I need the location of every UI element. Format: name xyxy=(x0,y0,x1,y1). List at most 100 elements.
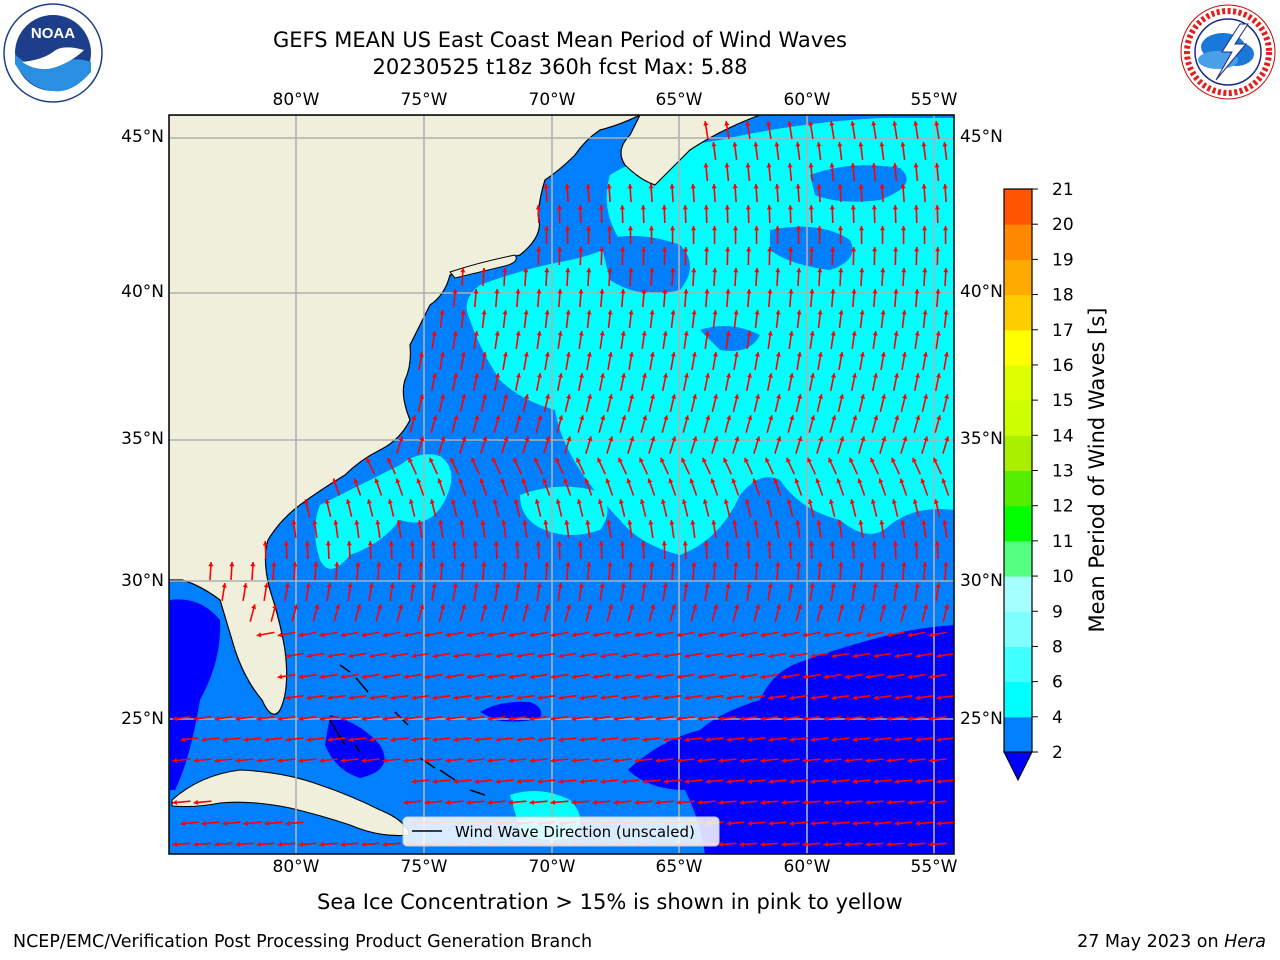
wind-wave-arrow xyxy=(619,204,625,224)
wind-wave-arrow xyxy=(747,694,766,701)
wind-wave-arrow xyxy=(417,436,425,454)
wind-wave-arrow xyxy=(817,310,823,328)
wind-wave-arrow xyxy=(438,394,446,412)
wind-wave-arrow xyxy=(880,561,886,581)
lat-tick-left: 25°N xyxy=(121,709,164,729)
wind-wave-arrow xyxy=(409,540,415,560)
wind-wave-arrow xyxy=(836,478,845,496)
wind-wave-arrow xyxy=(466,631,485,638)
colorbar-under-extension xyxy=(1003,751,1033,782)
wind-wave-arrow xyxy=(639,499,647,517)
wind-wave-arrow xyxy=(571,716,590,722)
wind-wave-arrow xyxy=(598,373,605,391)
wind-wave-arrow xyxy=(291,519,297,539)
wind-wave-arrow xyxy=(823,673,842,680)
wind-wave-arrow xyxy=(642,778,661,785)
wind-wave-arrow xyxy=(703,415,711,433)
wind-wave-arrow xyxy=(873,820,892,826)
wind-wave-arrow xyxy=(689,478,698,496)
colorbar-bin xyxy=(1004,646,1032,683)
wind-wave-arrow xyxy=(921,604,929,622)
wind-wave-arrow xyxy=(242,582,248,602)
wind-wave-arrow xyxy=(690,604,698,622)
wind-wave-arrow xyxy=(732,183,738,203)
wind-wave-arrow xyxy=(724,120,730,140)
wind-wave-arrow xyxy=(481,351,487,371)
wind-wave-arrow xyxy=(816,142,822,160)
wind-wave-arrow xyxy=(907,799,926,805)
wind-wave-arrow xyxy=(766,120,772,140)
wind-wave-arrow xyxy=(670,310,676,328)
wind-wave-arrow xyxy=(922,351,928,371)
wind-wave-arrow xyxy=(235,841,254,847)
colorbar-tick-label: 6 xyxy=(1052,673,1063,693)
wind-wave-arrow xyxy=(292,561,298,581)
wind-wave-arrow xyxy=(214,841,233,847)
wind-wave-arrow xyxy=(869,457,880,475)
wind-wave-arrow xyxy=(550,758,569,764)
wind-wave-arrow xyxy=(516,737,535,743)
legend-label: Wind Wave Direction (unscaled) xyxy=(455,823,695,841)
wind-wave-arrow xyxy=(725,246,731,266)
wind-wave-arrow xyxy=(324,499,332,517)
wind-wave-arrow xyxy=(795,183,801,203)
wind-wave-arrow xyxy=(409,415,417,433)
wind-wave-arrow xyxy=(621,737,640,743)
wind-wave-arrow xyxy=(432,737,451,743)
wind-wave-arrow xyxy=(557,246,563,266)
wind-wave-arrow xyxy=(543,604,551,622)
wind-wave-arrow xyxy=(789,820,808,826)
wind-wave-arrow xyxy=(529,673,548,680)
wind-wave-arrow xyxy=(893,582,899,602)
wind-wave-arrow xyxy=(578,582,584,602)
wind-wave-arrow xyxy=(536,288,542,308)
wind-wave-arrow xyxy=(754,351,760,371)
wind-wave-arrow xyxy=(744,499,752,517)
wind-wave-arrow xyxy=(571,631,590,638)
wind-wave-arrow xyxy=(913,415,921,433)
wind-wave-arrow xyxy=(774,183,780,203)
wind-wave-arrow xyxy=(319,716,338,722)
wind-wave-arrow xyxy=(606,183,612,203)
wind-wave-arrow xyxy=(543,225,550,245)
wind-wave-arrow xyxy=(712,351,718,371)
wind-wave-arrow xyxy=(285,737,304,743)
wind-wave-arrow xyxy=(586,310,592,328)
wind-wave-arrow xyxy=(774,436,782,454)
wind-wave-arrow xyxy=(515,582,521,602)
wind-wave-arrow xyxy=(627,436,635,454)
wind-wave-arrow xyxy=(760,716,779,722)
wind-wave-arrow xyxy=(928,716,947,722)
wind-wave-arrow xyxy=(600,694,619,701)
wind-wave-arrow xyxy=(516,652,535,659)
wind-wave-arrow xyxy=(767,330,773,350)
wind-wave-arrow xyxy=(501,604,509,622)
wind-wave-arrow xyxy=(471,499,479,517)
wind-wave-arrow xyxy=(852,737,871,743)
wind-wave-arrow xyxy=(942,142,948,160)
wind-wave-arrow xyxy=(491,457,502,475)
wind-wave-arrow xyxy=(180,737,199,743)
wind-wave-arrow xyxy=(816,225,823,245)
wind-wave-arrow xyxy=(495,778,514,785)
wind-wave-arrow xyxy=(557,288,563,308)
wind-wave-arrow xyxy=(565,561,571,581)
wind-wave-arrow xyxy=(172,841,191,847)
wind-wave-arrow xyxy=(901,267,907,287)
wind-wave-arrow xyxy=(606,519,612,539)
lat-tick-left: 40°N xyxy=(121,282,164,302)
colorbar-bin xyxy=(1004,681,1032,718)
wind-wave-arrow xyxy=(515,330,521,350)
wind-wave-arrow xyxy=(879,604,887,622)
wind-wave-arrow xyxy=(739,631,758,638)
wind-wave-arrow xyxy=(711,225,718,245)
new-england-coast xyxy=(620,115,761,186)
wind-wave-arrow xyxy=(745,415,753,433)
wind-wave-arrow xyxy=(432,694,451,701)
wind-wave-arrow xyxy=(880,310,886,328)
wind-wave-arrow xyxy=(901,351,907,371)
wind-wave-arrow xyxy=(607,267,613,287)
wind-wave-arrow xyxy=(789,694,808,701)
wind-wave-arrow xyxy=(766,540,772,560)
wind-wave-arrow xyxy=(789,652,808,659)
